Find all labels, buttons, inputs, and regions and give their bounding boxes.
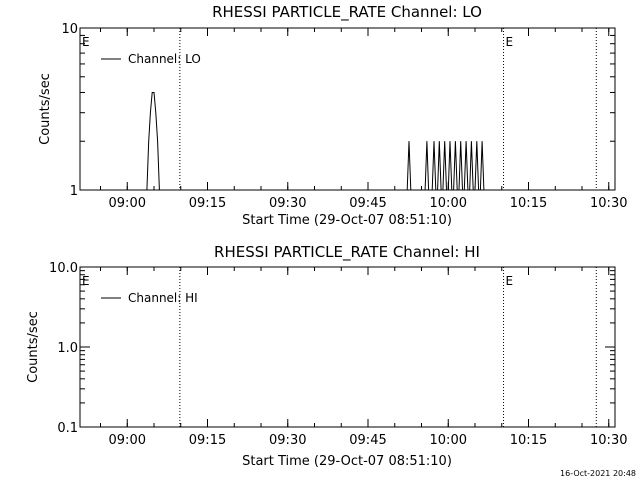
x-tick-label: 09:45 — [349, 433, 386, 448]
event-marker-label: E — [506, 274, 514, 288]
y-tick-label: 10 — [61, 22, 78, 37]
y-tick-labels: 1 10 — [61, 22, 78, 199]
event-marker-label: E — [82, 35, 90, 49]
x-tick-label: 10:15 — [510, 433, 547, 448]
x-tick-label: 10:00 — [430, 433, 467, 448]
chart-title: RHESSI PARTICLE_RATE Channel: HI — [214, 243, 480, 262]
x-tick-label: 09:00 — [109, 196, 146, 211]
x-tick-label: 09:45 — [349, 196, 386, 211]
x-tick-label: 10:30 — [590, 196, 627, 211]
legend: Channel: LO — [101, 52, 201, 66]
y-tick-marks — [80, 266, 615, 428]
event-markers: E E — [82, 35, 513, 49]
timestamp: 16-Oct-2021 20:48 — [560, 469, 636, 478]
x-tick-label: 09:00 — [109, 433, 146, 448]
chart-panel-hi: RHESSI PARTICLE_RATE Channel: HI 09:00 0… — [26, 243, 627, 469]
x-axis-label: Start Time (29-Oct-07 08:51:10) — [242, 454, 452, 469]
chart-title: RHESSI PARTICLE_RATE Channel: LO — [212, 3, 482, 22]
x-tick-label: 09:15 — [189, 433, 226, 448]
x-axis-label: Start Time (29-Oct-07 08:51:10) — [242, 213, 452, 228]
x-tick-marks — [100, 267, 610, 427]
event-markers: E E — [82, 274, 513, 288]
series-line — [146, 92, 485, 191]
x-tick-label: 10:30 — [590, 433, 627, 448]
dotted-lines — [179, 28, 597, 190]
y-axis-label: Counts/sec — [38, 73, 53, 145]
x-tick-labels: 09:00 09:15 09:30 09:45 10:00 10:15 10:3… — [109, 196, 628, 211]
x-tick-label: 09:15 — [189, 196, 226, 211]
x-tick-label: 10:15 — [510, 196, 547, 211]
legend-label: Channel: LO — [128, 52, 201, 66]
x-tick-label: 10:00 — [430, 196, 467, 211]
event-marker-label: E — [82, 274, 90, 288]
y-tick-label: 10.0 — [49, 261, 78, 276]
y-tick-label: 1.0 — [57, 341, 78, 356]
y-tick-label: 1 — [70, 184, 78, 199]
chart-panel-lo: RHESSI PARTICLE_RATE Channel: LO 09:00 0… — [38, 3, 627, 228]
event-marker-label: E — [506, 35, 514, 49]
y-tick-marks — [80, 27, 615, 191]
x-tick-label: 09:30 — [269, 196, 306, 211]
x-tick-label: 09:30 — [269, 433, 306, 448]
y-tick-label: 0.1 — [57, 421, 78, 436]
x-tick-labels: 09:00 09:15 09:30 09:45 10:00 10:15 10:3… — [109, 433, 628, 448]
data-series — [146, 92, 485, 191]
dotted-lines — [179, 267, 597, 427]
y-tick-labels: 0.1 1.0 10.0 — [49, 261, 78, 436]
legend: Channel: HI — [101, 291, 198, 305]
y-axis-label: Counts/sec — [26, 311, 41, 383]
legend-label: Channel: HI — [128, 291, 198, 305]
